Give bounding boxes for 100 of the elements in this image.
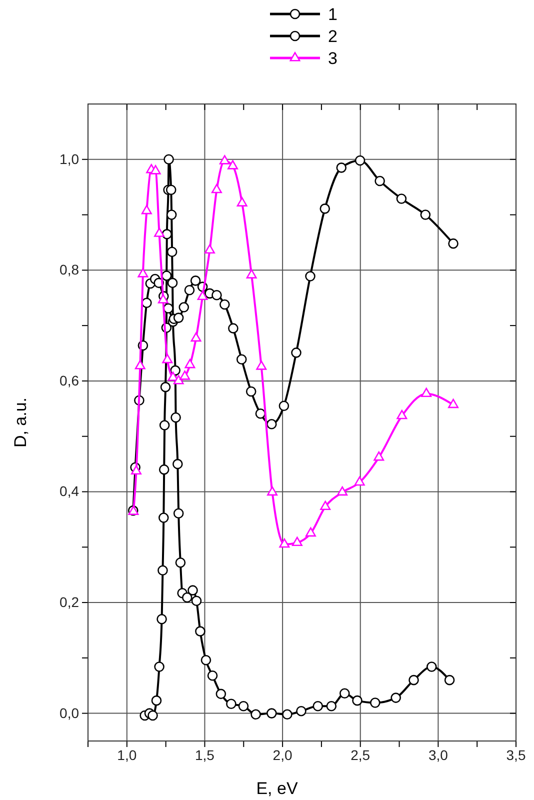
point: [159, 420, 170, 430]
point: [228, 323, 238, 334]
point: [158, 565, 168, 576]
point: [282, 709, 292, 720]
y-tick-label: 0,6: [60, 372, 80, 388]
point: [266, 708, 277, 718]
point: [164, 154, 174, 165]
point: [167, 278, 178, 288]
point: [246, 386, 256, 397]
y-tick-label: 0,0: [60, 704, 80, 721]
point: [370, 698, 380, 708]
x-tick-label: 3,0: [428, 746, 448, 763]
point: [246, 269, 257, 278]
point: [296, 706, 306, 716]
point: [211, 184, 222, 194]
point: [141, 204, 152, 214]
y-tick-label: 0,4: [60, 483, 80, 500]
point: [178, 302, 190, 312]
point: [305, 271, 316, 282]
x-tick-label: 1,5: [194, 746, 215, 763]
point: [212, 290, 222, 300]
point: [250, 709, 261, 720]
point: [220, 299, 230, 310]
legend-label: 2: [328, 27, 338, 46]
point: [291, 348, 302, 358]
point: [336, 162, 347, 173]
point: [173, 375, 184, 384]
point: [160, 382, 171, 392]
point: [151, 695, 162, 706]
point: [320, 500, 331, 510]
point: [158, 294, 168, 304]
point: [200, 654, 212, 666]
point: [390, 692, 401, 703]
point: [156, 614, 167, 624]
point: [216, 688, 226, 700]
point: [228, 160, 238, 170]
point: [448, 398, 459, 408]
point: [266, 419, 277, 430]
point: [238, 700, 249, 712]
point: [326, 700, 337, 712]
point: [131, 465, 142, 475]
point: [195, 626, 206, 636]
point: [207, 670, 218, 681]
point: [172, 458, 183, 470]
point: [184, 358, 196, 368]
x-axis-title: E, eV: [256, 779, 298, 798]
point: [190, 332, 202, 342]
point: [236, 197, 248, 206]
point: [148, 710, 158, 721]
legend-label: 1: [328, 5, 338, 24]
point: [180, 370, 190, 380]
point: [219, 155, 230, 164]
point: [278, 400, 290, 412]
point: [408, 674, 419, 686]
point: [374, 176, 385, 186]
point: [175, 558, 186, 568]
point: [312, 700, 324, 712]
point: [158, 464, 170, 475]
point: [191, 596, 202, 606]
point: [374, 451, 384, 461]
point: [197, 290, 208, 300]
point: [166, 246, 178, 258]
point: [154, 662, 164, 672]
point: [138, 268, 148, 278]
x-tick-label: 3,5: [506, 746, 526, 763]
point: [158, 512, 169, 523]
point: [170, 412, 181, 423]
x-tick-label: 1,0: [117, 746, 137, 763]
point: [339, 688, 350, 699]
point: [354, 155, 366, 166]
point: [396, 410, 408, 420]
point: [420, 210, 431, 220]
point: [421, 388, 432, 397]
point: [444, 674, 455, 686]
point: [168, 372, 178, 381]
point: [162, 229, 172, 240]
point: [320, 204, 330, 214]
point: [162, 354, 173, 364]
point: [204, 244, 215, 254]
point: [256, 360, 267, 370]
point: [150, 165, 161, 174]
point: [163, 303, 174, 314]
y-tick-label: 1,0: [60, 150, 80, 167]
point: [190, 276, 201, 286]
point: [166, 210, 177, 220]
x-tick-label: 2,5: [350, 746, 370, 763]
point: [337, 486, 348, 496]
point: [236, 354, 247, 364]
legend-label: 3: [328, 49, 338, 68]
point: [267, 486, 278, 496]
point: [354, 476, 365, 486]
point: [279, 538, 290, 548]
point: [142, 298, 152, 308]
y-tick-label: 0,2: [60, 594, 80, 610]
point: [226, 698, 236, 710]
point: [182, 592, 192, 603]
point: [448, 238, 458, 249]
point: [154, 228, 165, 237]
y-axis-title: D, a.u.: [11, 397, 30, 448]
point: [134, 360, 146, 370]
